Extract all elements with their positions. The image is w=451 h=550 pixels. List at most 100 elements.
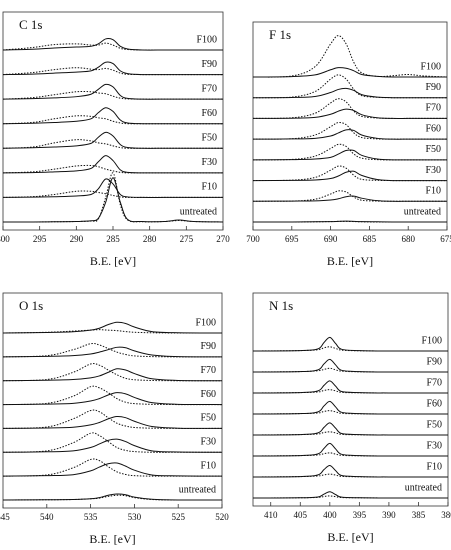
spectrum-curve xyxy=(252,108,447,119)
spectrum-curve xyxy=(252,358,448,373)
component-curve xyxy=(2,190,223,198)
spectrum-curve xyxy=(2,462,223,477)
spectrum-curve xyxy=(2,61,223,76)
spectrum-curve xyxy=(252,422,448,436)
x-tick-label: 410 xyxy=(264,510,278,520)
spectrum-curve xyxy=(252,442,448,457)
series-label: F70 xyxy=(201,83,217,94)
component-curve xyxy=(252,121,447,140)
component-curve xyxy=(2,342,223,358)
component-curve xyxy=(2,432,222,453)
series-label: F90 xyxy=(200,341,216,352)
spectrum-curve xyxy=(2,178,223,198)
x-tick-label: 685 xyxy=(363,234,377,244)
series-label: F30 xyxy=(201,157,217,168)
x-tick-label: 540 xyxy=(40,512,54,522)
panel-title: N 1s xyxy=(269,298,293,313)
component-curve xyxy=(2,458,222,477)
component-curve xyxy=(252,98,447,119)
series-label: F10 xyxy=(425,186,441,197)
spectrum-curve xyxy=(2,155,223,174)
spectrum-curve xyxy=(2,438,223,453)
spectrum-curve xyxy=(2,415,223,429)
series-label: untreated xyxy=(405,482,442,493)
x-axis-label: B.E. [eV] xyxy=(90,254,136,268)
spectrum-curve xyxy=(2,392,223,406)
component-curve xyxy=(2,494,223,501)
series-label: F50 xyxy=(425,144,441,155)
series-label: F60 xyxy=(201,108,217,119)
panel-title: C 1s xyxy=(19,17,42,32)
x-axis-label: B.E. [eV] xyxy=(327,530,373,544)
series-label: F60 xyxy=(426,398,442,409)
x-tick-label: 530 xyxy=(128,512,142,522)
x-tick-label: 680 xyxy=(401,234,415,244)
series-label: F100 xyxy=(421,335,442,346)
component-curve xyxy=(2,67,223,76)
x-tick-label: 535 xyxy=(84,512,98,522)
spectrum-curve xyxy=(2,346,223,358)
component-curve xyxy=(2,329,223,334)
series-label: untreated xyxy=(404,206,441,217)
series-label: untreated xyxy=(180,206,217,217)
component-curve xyxy=(2,409,223,429)
series-label: F10 xyxy=(426,461,442,472)
x-tick-label: 400 xyxy=(323,510,337,520)
spectrum-curve xyxy=(2,321,223,334)
series-label: F30 xyxy=(425,165,441,176)
component-curve xyxy=(2,164,223,174)
spectrum-curve xyxy=(252,129,447,140)
spectrum-curve xyxy=(2,83,223,100)
series-label: F60 xyxy=(425,123,441,134)
x-tick-label: 300 xyxy=(0,234,10,244)
panel-title: O 1s xyxy=(19,298,43,313)
spectrum-curve xyxy=(252,464,449,478)
series-label: F100 xyxy=(420,61,441,72)
series-label: F90 xyxy=(425,82,441,93)
spectrum-curve xyxy=(252,491,448,499)
component-curve xyxy=(252,143,447,161)
spectrum-curve xyxy=(252,170,447,182)
series-label: F100 xyxy=(195,317,216,328)
component-curve xyxy=(252,165,447,182)
spectrum-curve xyxy=(2,107,223,125)
series-label: F10 xyxy=(201,182,217,193)
series-label: F70 xyxy=(200,365,216,376)
spectrum-curve xyxy=(2,368,223,382)
series-label: untreated xyxy=(179,484,216,495)
plot-frame xyxy=(252,292,449,507)
x-tick-label: 525 xyxy=(171,512,185,522)
x-tick-label: 700 xyxy=(246,234,260,244)
spectrum-curve xyxy=(2,493,223,501)
component-curve xyxy=(2,42,223,51)
x-axis-label: B.E. [eV] xyxy=(89,532,135,546)
series-label: F70 xyxy=(426,377,442,388)
x-axis-label: B.E. [eV] xyxy=(327,254,373,268)
x-tick-label: 295 xyxy=(33,234,47,244)
series-label: F10 xyxy=(200,460,216,471)
spectrum-curve xyxy=(252,400,448,415)
plot-frame xyxy=(2,292,223,509)
component-curve xyxy=(2,115,223,125)
series-label: F60 xyxy=(200,389,216,400)
x-tick-label: 285 xyxy=(106,234,120,244)
series-label: F50 xyxy=(426,419,442,430)
x-tick-label: 675 xyxy=(440,234,451,244)
series-label: F50 xyxy=(200,413,216,424)
component-curve xyxy=(2,385,223,406)
x-tick-label: 545 xyxy=(0,512,10,522)
x-tick-label: 280 xyxy=(143,234,157,244)
panel-title: F 1s xyxy=(269,27,291,42)
component-curve xyxy=(252,74,447,99)
series-label: F90 xyxy=(201,59,217,70)
spectrum-curve xyxy=(252,380,448,394)
spectrum-curve xyxy=(252,220,447,223)
x-tick-label: 270 xyxy=(216,234,230,244)
plot-frame xyxy=(252,21,448,231)
spectrum-curve xyxy=(2,131,223,149)
x-tick-label: 520 xyxy=(215,512,229,522)
x-tick-label: 275 xyxy=(180,234,194,244)
x-tick-label: 390 xyxy=(382,510,396,520)
series-label: F50 xyxy=(201,133,217,144)
